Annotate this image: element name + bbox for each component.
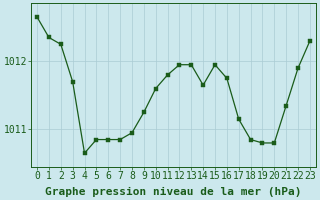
X-axis label: Graphe pression niveau de la mer (hPa): Graphe pression niveau de la mer (hPa): [45, 186, 302, 197]
